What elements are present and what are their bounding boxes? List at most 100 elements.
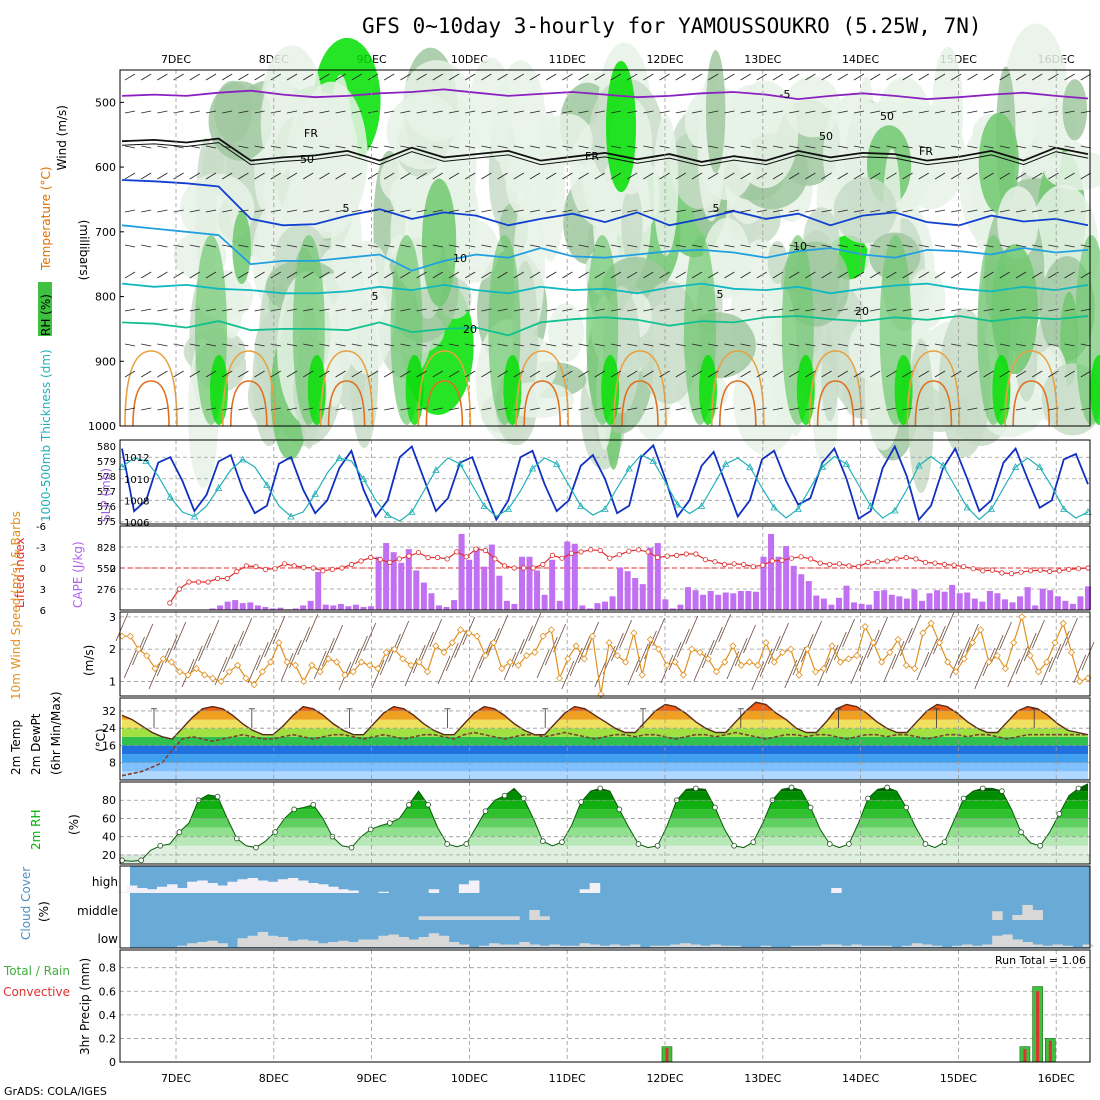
wind-speed-point	[704, 655, 712, 663]
wind-barb	[319, 343, 330, 347]
wind-barb	[319, 244, 330, 248]
warm-isotherm	[327, 380, 366, 427]
credit: GrADS: COLA/IGES	[4, 1085, 107, 1098]
wind-barb	[205, 343, 217, 347]
rh-shade	[208, 81, 273, 161]
lifted-index-point	[568, 550, 575, 556]
cloud-low-bar	[257, 932, 269, 947]
wind-barb	[335, 244, 346, 248]
wind-barb	[254, 209, 265, 213]
cloud-middle-bar	[1032, 910, 1043, 920]
rh-shade	[606, 60, 637, 193]
cloud-low-bar	[428, 933, 440, 947]
wind-barb	[481, 370, 492, 378]
wind-barb	[626, 172, 638, 180]
wind-barb	[858, 642, 872, 672]
cloud-low-bar	[197, 942, 208, 947]
lifted-index-point	[693, 551, 699, 557]
wind-barb	[497, 370, 508, 378]
wind-barb	[205, 271, 217, 279]
wind-barb	[384, 110, 395, 114]
wind-barb	[335, 271, 346, 279]
wind-barb	[1080, 244, 1091, 248]
wind-barb	[902, 145, 913, 149]
wind-barb	[821, 308, 832, 312]
wind-barb	[1048, 73, 1059, 81]
cape-bar	[277, 607, 284, 610]
wind-barb	[594, 343, 605, 347]
wind-barb	[432, 271, 444, 279]
wind-speed-point	[952, 668, 960, 676]
wind-speed-point	[878, 658, 886, 666]
contour-label: 10	[453, 252, 467, 265]
wind-barb	[383, 73, 395, 81]
wind-barb	[189, 407, 200, 411]
wind-barb	[821, 73, 832, 81]
wind-barb	[141, 209, 152, 213]
lifted-index-point	[540, 561, 546, 568]
thickness-point	[480, 502, 488, 509]
wind-barb	[870, 145, 881, 149]
wind-barb	[685, 615, 699, 645]
cloud-low-bar	[177, 945, 188, 947]
wind-speed-point	[349, 668, 357, 676]
wind-barb	[286, 73, 298, 81]
wind-barb	[934, 308, 946, 312]
cloud-low-bar	[1032, 944, 1043, 947]
wind-barb	[610, 244, 622, 248]
wind-barb	[578, 343, 589, 347]
lifted-index-point	[425, 554, 431, 561]
wind-barb	[1032, 619, 1045, 649]
lifted-index-point	[511, 565, 517, 571]
wind-barb	[367, 407, 379, 411]
wind-barb	[238, 172, 249, 180]
wind-barb	[286, 244, 298, 248]
wind-barb	[1080, 271, 1092, 279]
wind-barb	[594, 370, 606, 378]
wind-barb	[481, 308, 492, 312]
lifted-index-point	[827, 561, 833, 568]
wind-barb	[1048, 145, 1059, 149]
wind-barb	[886, 370, 897, 378]
cloud-high-bar	[167, 884, 178, 893]
wind-barb	[1064, 244, 1075, 248]
thickness-point	[1060, 505, 1068, 512]
wind-barb	[173, 145, 184, 149]
wind-barb	[756, 308, 767, 312]
warm-isotherm	[319, 350, 374, 427]
wind-barb	[286, 271, 298, 279]
cape-bar	[224, 601, 231, 610]
lifted-index-point	[1018, 569, 1024, 575]
lifted-index-point	[951, 562, 957, 568]
wind-barb	[189, 343, 200, 347]
wind-speed-point	[811, 668, 820, 676]
wind-barb	[578, 370, 589, 378]
wind-barb	[951, 244, 962, 248]
wind-barb	[1080, 343, 1091, 347]
wind-speed-point	[869, 639, 877, 647]
lifted-index-point	[1056, 568, 1062, 574]
lifted-index-point	[396, 556, 402, 562]
wind-speed-point	[126, 632, 134, 640]
wind-speed-point	[671, 658, 679, 666]
cape-bar	[428, 593, 435, 610]
wind-barb	[416, 145, 427, 149]
wind-barb	[545, 73, 557, 81]
wind-barb	[594, 271, 606, 279]
wind-barb	[1048, 370, 1059, 378]
cape-bar	[1077, 596, 1084, 610]
wind-barb	[270, 343, 281, 347]
wind-barb	[432, 343, 443, 347]
wind-speed-point	[564, 655, 572, 663]
lifted-index-point	[922, 559, 929, 566]
wind-barb	[1064, 145, 1075, 149]
wind-speed-point	[489, 639, 498, 647]
wind-barb	[205, 172, 217, 180]
wind-barb	[205, 244, 217, 248]
cloud-low-bar	[609, 944, 621, 947]
wind-barb	[553, 623, 566, 653]
wind-barb	[157, 407, 168, 411]
wind-barb	[594, 73, 606, 81]
wind-speed-point	[1067, 648, 1076, 656]
wind-barb	[1048, 172, 1059, 180]
